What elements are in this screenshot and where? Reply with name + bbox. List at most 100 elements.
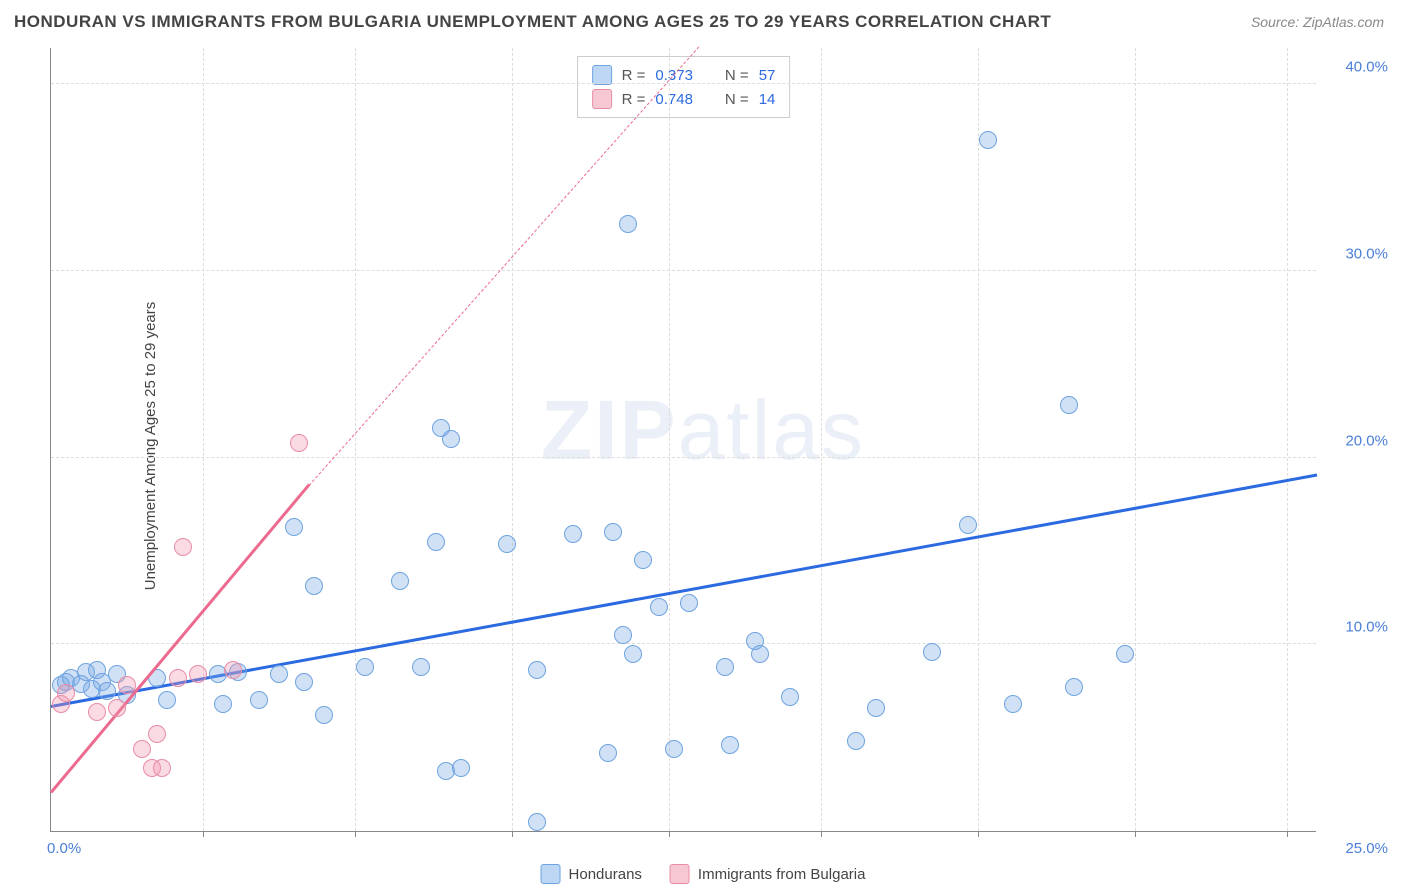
x-tick-mark <box>669 831 670 837</box>
legend-item: Hondurans <box>541 864 642 884</box>
data-point <box>604 523 622 541</box>
grid-line-h <box>51 83 1316 84</box>
n-value: 14 <box>759 91 776 108</box>
data-point <box>1065 678 1083 696</box>
data-point <box>781 688 799 706</box>
data-point <box>174 538 192 556</box>
n-label: N = <box>725 67 749 84</box>
data-point <box>250 691 268 709</box>
legend-label: Immigrants from Bulgaria <box>698 866 866 883</box>
grid-line-v <box>355 48 356 831</box>
bottom-legend: Hondurans Immigrants from Bulgaria <box>541 864 866 884</box>
grid-line-v <box>203 48 204 831</box>
grid-line-v <box>978 48 979 831</box>
data-point <box>751 645 769 663</box>
data-point <box>442 430 460 448</box>
plot-area: ZIPatlas R =0.373N =57R =0.748N =14 0.0%… <box>50 48 1316 832</box>
data-point <box>680 594 698 612</box>
legend-item: Immigrants from Bulgaria <box>670 864 866 884</box>
x-tick-mark <box>512 831 513 837</box>
data-point <box>1060 396 1078 414</box>
stats-legend: R =0.373N =57R =0.748N =14 <box>577 56 791 118</box>
data-point <box>153 759 171 777</box>
r-label: R = <box>622 67 646 84</box>
legend-swatch <box>592 65 612 85</box>
trend-line <box>309 46 700 485</box>
legend-label: Hondurans <box>569 866 642 883</box>
r-label: R = <box>622 91 646 108</box>
data-point <box>189 665 207 683</box>
data-point <box>624 645 642 663</box>
data-point <box>118 676 136 694</box>
legend-swatch <box>541 864 561 884</box>
data-point <box>634 551 652 569</box>
data-point <box>564 525 582 543</box>
data-point <box>214 695 232 713</box>
data-point <box>108 699 126 717</box>
x-tick-mark <box>978 831 979 837</box>
data-point <box>452 759 470 777</box>
data-point <box>169 669 187 687</box>
data-point <box>133 740 151 758</box>
trend-line <box>50 483 311 793</box>
data-point <box>427 533 445 551</box>
x-tick-mark <box>203 831 204 837</box>
grid-line-v <box>821 48 822 831</box>
y-tick-label: 30.0% <box>1345 246 1388 263</box>
grid-line-h <box>51 457 1316 458</box>
data-point <box>979 131 997 149</box>
data-point <box>498 535 516 553</box>
chart-container: HONDURAN VS IMMIGRANTS FROM BULGARIA UNE… <box>0 0 1406 892</box>
data-point <box>599 744 617 762</box>
data-point <box>665 740 683 758</box>
data-point <box>356 658 374 676</box>
data-point <box>290 434 308 452</box>
grid-line-v <box>512 48 513 831</box>
data-point <box>57 684 75 702</box>
source-caption: Source: ZipAtlas.com <box>1251 14 1384 30</box>
grid-line-v <box>669 48 670 831</box>
legend-swatch <box>592 89 612 109</box>
data-point <box>528 813 546 831</box>
data-point <box>270 665 288 683</box>
grid-line-v <box>1287 48 1288 831</box>
chart-title: HONDURAN VS IMMIGRANTS FROM BULGARIA UNE… <box>14 12 1051 32</box>
y-tick-label: 10.0% <box>1345 619 1388 636</box>
grid-line-v <box>1135 48 1136 831</box>
n-label: N = <box>725 91 749 108</box>
data-point <box>650 598 668 616</box>
x-tick-mark <box>1287 831 1288 837</box>
stats-row: R = 0.748 N = 14 <box>592 87 776 111</box>
data-point <box>158 691 176 709</box>
x-max-label: 25.0% <box>1345 840 1388 857</box>
data-point <box>1004 695 1022 713</box>
y-tick-label: 20.0% <box>1345 432 1388 449</box>
data-point <box>959 516 977 534</box>
data-point <box>716 658 734 676</box>
data-point <box>619 215 637 233</box>
data-point <box>98 682 116 700</box>
grid-line-h <box>51 270 1316 271</box>
data-point <box>285 518 303 536</box>
x-tick-mark <box>821 831 822 837</box>
data-point <box>88 703 106 721</box>
data-point <box>148 725 166 743</box>
data-point <box>867 699 885 717</box>
data-point <box>295 673 313 691</box>
legend-swatch <box>670 864 690 884</box>
data-point <box>315 706 333 724</box>
data-point <box>721 736 739 754</box>
x-tick-mark <box>1135 831 1136 837</box>
n-value: 57 <box>759 67 776 84</box>
y-tick-label: 40.0% <box>1345 59 1388 76</box>
r-value: 0.748 <box>655 91 693 108</box>
data-point <box>923 643 941 661</box>
data-point <box>224 661 242 679</box>
data-point <box>528 661 546 679</box>
x-tick-mark <box>355 831 356 837</box>
data-point <box>412 658 430 676</box>
x-origin-label: 0.0% <box>47 840 81 857</box>
data-point <box>305 577 323 595</box>
data-point <box>1116 645 1134 663</box>
data-point <box>391 572 409 590</box>
